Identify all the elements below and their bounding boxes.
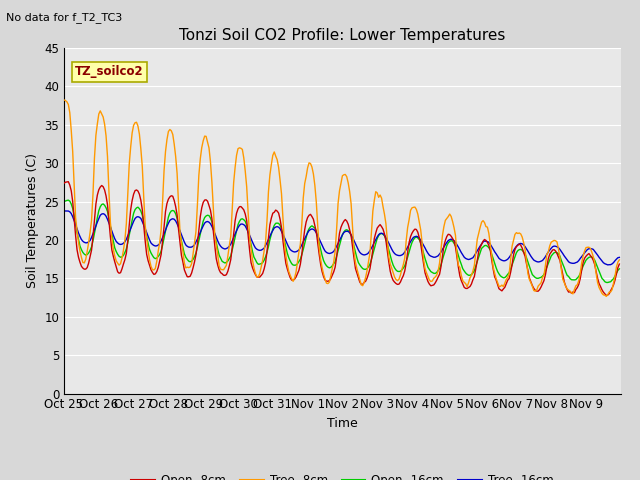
X-axis label: Time: Time xyxy=(327,417,358,430)
Title: Tonzi Soil CO2 Profile: Lower Temperatures: Tonzi Soil CO2 Profile: Lower Temperatur… xyxy=(179,28,506,43)
Text: TZ_soilco2: TZ_soilco2 xyxy=(75,65,144,78)
Legend: Open -8cm, Tree -8cm, Open -16cm, Tree -16cm: Open -8cm, Tree -8cm, Open -16cm, Tree -… xyxy=(127,469,558,480)
Text: No data for f_T2_TC3: No data for f_T2_TC3 xyxy=(6,12,123,23)
Y-axis label: Soil Temperatures (C): Soil Temperatures (C) xyxy=(26,153,38,288)
